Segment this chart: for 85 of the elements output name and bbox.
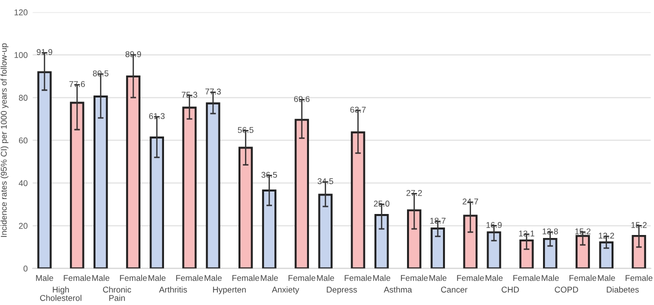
bar (599, 241, 614, 268)
bar (632, 234, 646, 268)
bar (126, 75, 140, 268)
text: Female (344, 274, 372, 281)
data-label: 77.3 (205, 88, 221, 94)
x-tick-label: Asthma (384, 286, 412, 293)
x-tick-label: Anxiety (272, 286, 300, 294)
text: Male (36, 274, 54, 281)
data-label: 91.9 (36, 49, 52, 55)
text: Female (400, 274, 428, 281)
bar (407, 209, 422, 268)
data-label: 12.2 (598, 232, 614, 239)
data-label: 56.5 (238, 127, 254, 133)
bar (182, 106, 197, 268)
y-tick-label: 40 (18, 180, 28, 186)
bar (294, 118, 309, 268)
bar (37, 71, 52, 268)
y-tick-label: 0 (24, 266, 28, 272)
bar (374, 214, 389, 268)
series-label: Male (542, 274, 559, 281)
data-label: 15.2 (631, 222, 647, 228)
text: Male (148, 274, 166, 281)
x-tick-label: Diabetes (606, 286, 639, 293)
data-label: 63.7 (350, 106, 366, 113)
x-tick-label: Chronic Pain (103, 286, 132, 301)
series-label: Female (64, 274, 91, 281)
bar (576, 234, 590, 268)
y-tick-label: 20 (18, 222, 28, 229)
text: Female (513, 274, 540, 281)
data-label: 27.2 (406, 190, 422, 196)
bar (206, 102, 220, 268)
y-tick-label: 120 (14, 9, 28, 16)
text: Male (260, 274, 278, 281)
text: Male (204, 274, 222, 281)
x-tick-label: High Cholesterol (40, 286, 82, 301)
data-label: 18.7 (430, 218, 446, 224)
text: Female (288, 274, 316, 281)
bar (486, 231, 502, 268)
text: Male (373, 274, 390, 281)
bar (262, 189, 276, 268)
data-label: 13.8 (542, 228, 558, 234)
data-label: 34.5 (318, 178, 334, 184)
text: Male (598, 274, 616, 281)
data-label: 36.5 (261, 172, 277, 178)
data-label: 89.9 (126, 51, 141, 58)
text: Male (486, 274, 503, 281)
bar (150, 136, 164, 268)
data-label: 16.9 (486, 222, 502, 228)
bar (430, 228, 445, 268)
x-tick-label: Arthritis (159, 286, 187, 293)
text: Female (176, 274, 203, 281)
x-tick-label: Cancer (441, 286, 468, 293)
bar (70, 102, 84, 268)
text: Male (92, 274, 110, 281)
data-label: 69.6 (294, 96, 310, 102)
y-tick-label: 100 (14, 52, 28, 58)
bar (543, 238, 558, 268)
x-tick-label: Hyperten (213, 286, 246, 294)
y-tick-label: 80 (18, 94, 28, 101)
data-label: 25.0 (374, 200, 390, 207)
bar (350, 131, 366, 268)
data-label: 15.2 (575, 228, 590, 234)
data-label: 80.5 (92, 70, 108, 76)
x-tick-label: CHD (502, 286, 519, 293)
text: Female (232, 274, 260, 281)
x-tick-label: COPD (554, 286, 578, 293)
bar (463, 214, 478, 268)
data-label: 24.7 (462, 198, 478, 204)
text: Female (120, 274, 147, 281)
text: Male (429, 274, 446, 281)
data-label: 61.3 (149, 113, 165, 120)
bar (94, 96, 108, 268)
x-tick-label: Depress (326, 286, 357, 294)
text: Male (317, 274, 334, 281)
bar (238, 146, 253, 268)
text: Female (626, 274, 652, 281)
bar (519, 239, 534, 268)
data-label: 75.3 (182, 92, 198, 98)
data-label: 13.1 (519, 230, 534, 236)
text: Female (457, 274, 484, 281)
data-label: 77.6 (69, 81, 85, 88)
bar (318, 194, 333, 268)
y-axis-title: Incidence rates (95% CI) per 1000 years of follow-up (0, 43, 8, 237)
y-tick-label: 60 (18, 138, 28, 144)
text: Female (570, 274, 596, 281)
